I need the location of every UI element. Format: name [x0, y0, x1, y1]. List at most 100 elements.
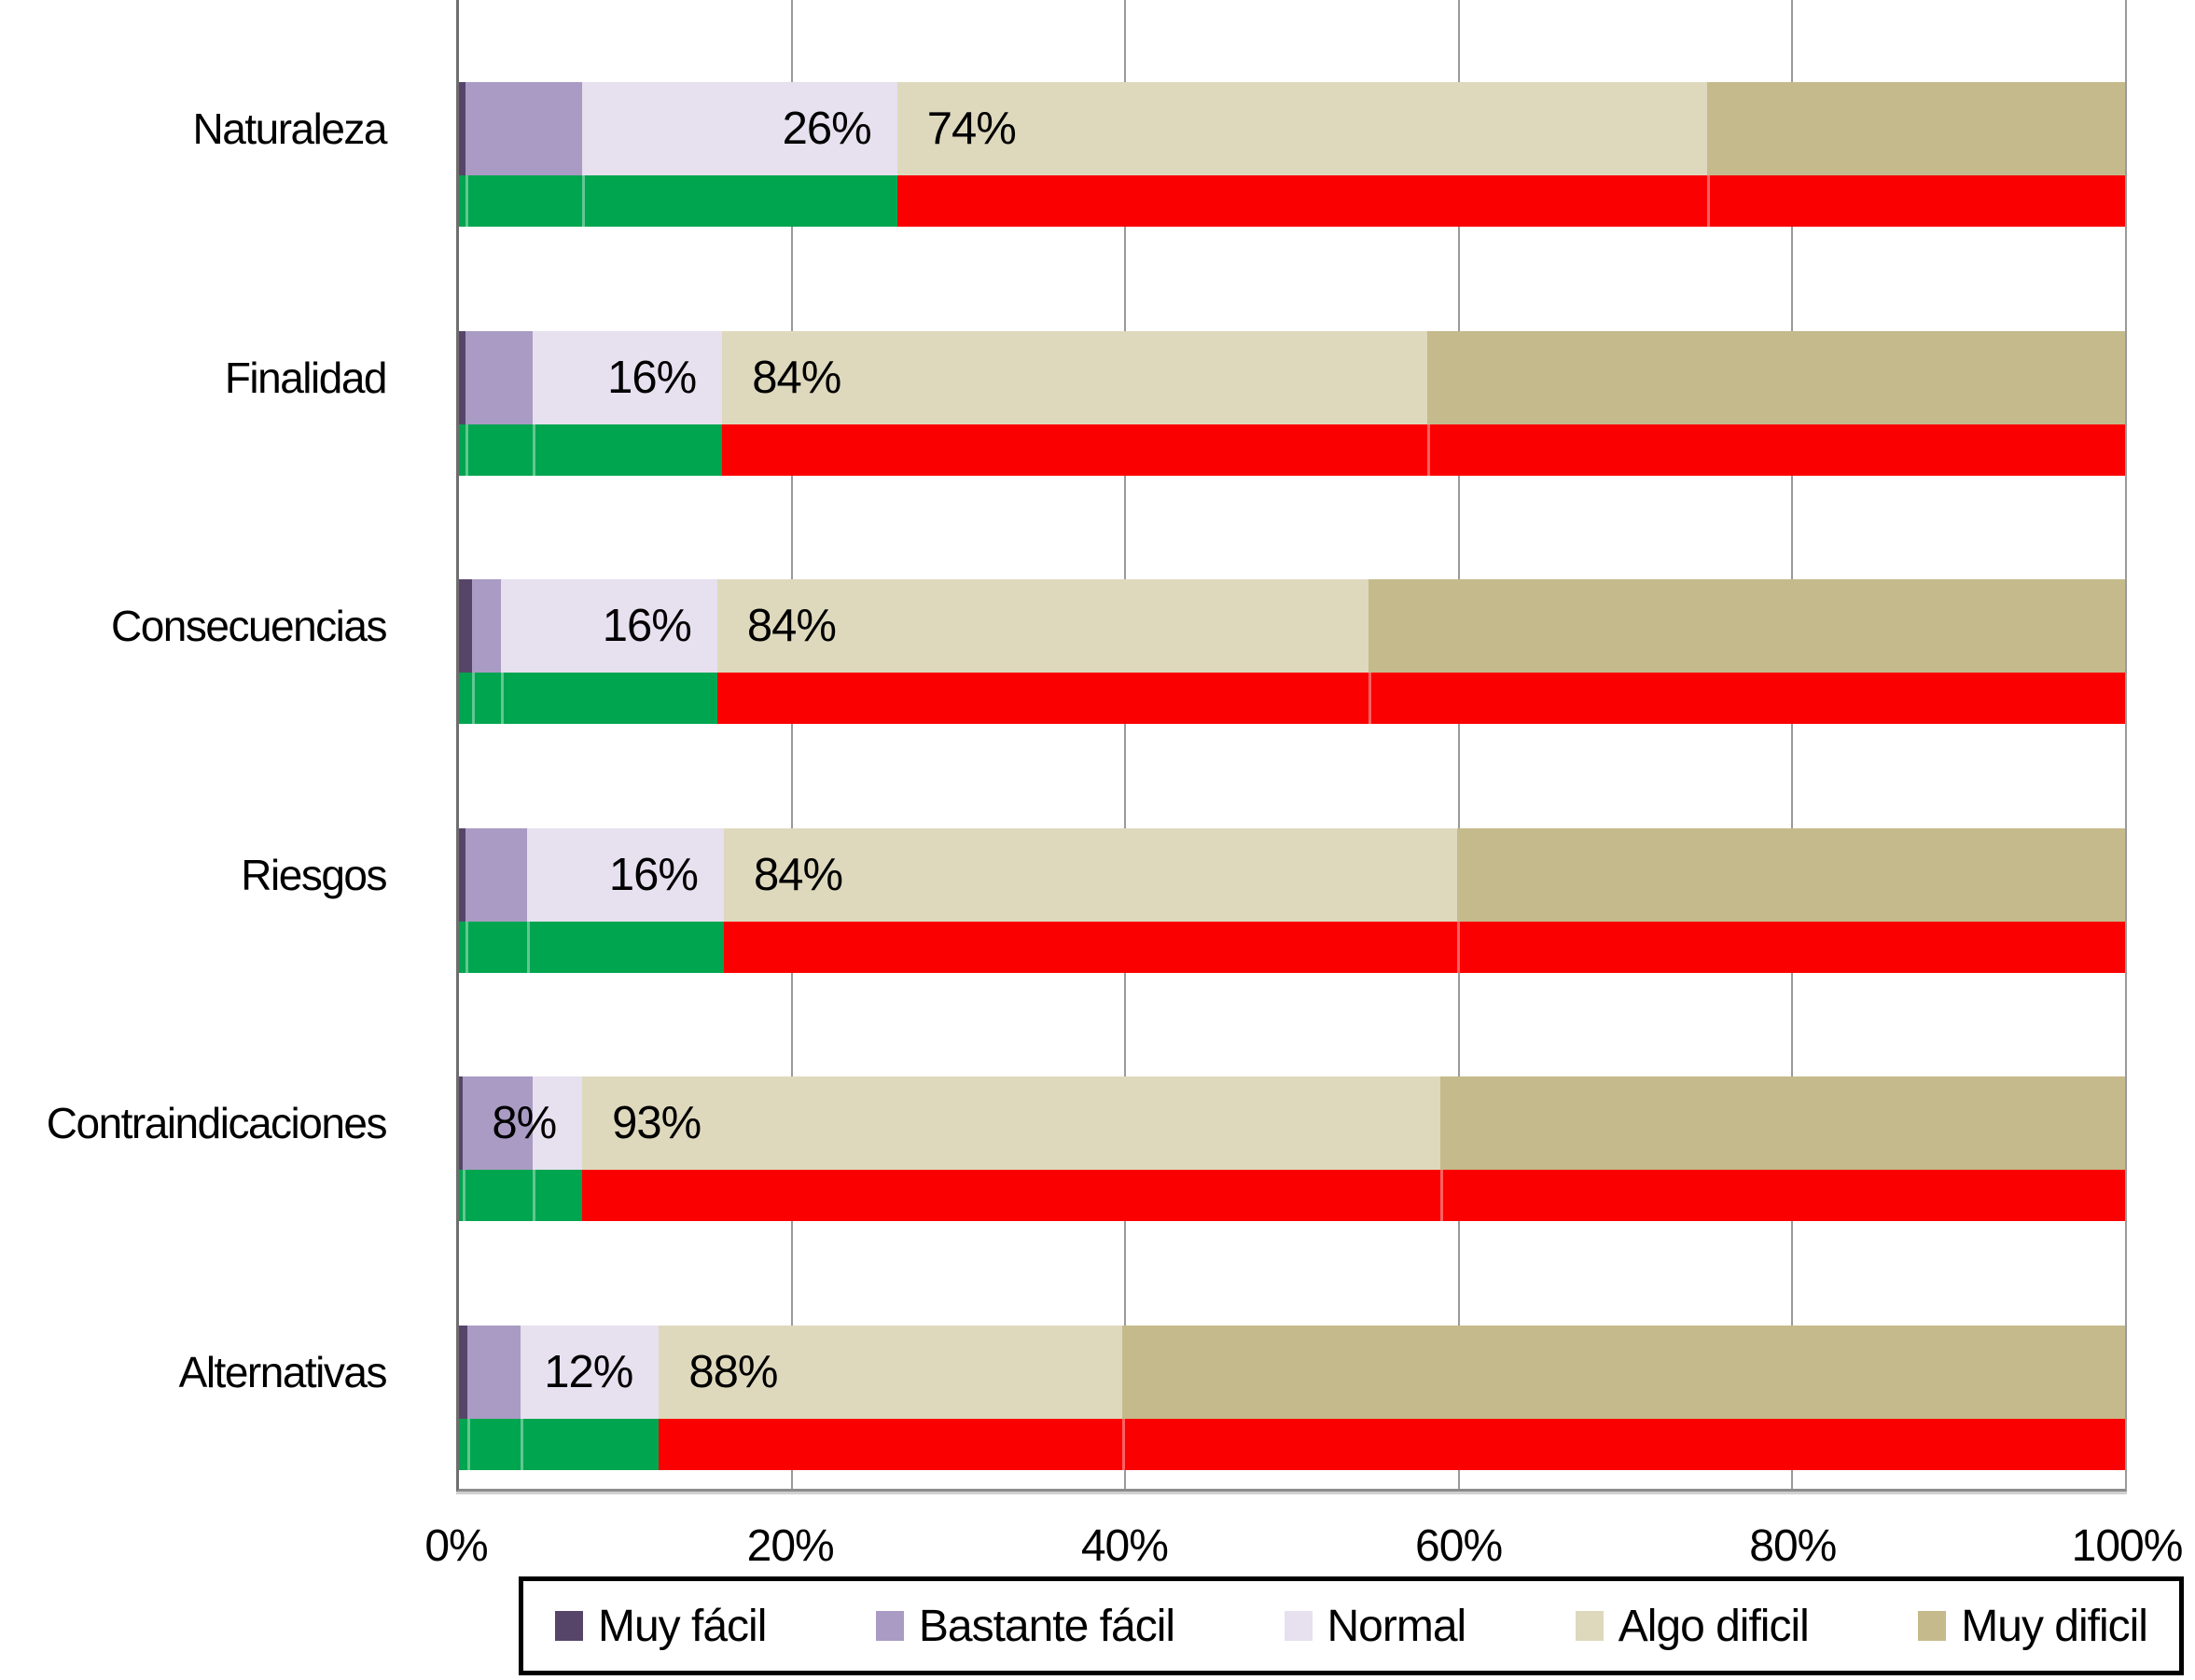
- category-label: Alternativas: [178, 1348, 388, 1396]
- segment-muy-fácil: [459, 579, 473, 673]
- segment-normal: [527, 828, 724, 922]
- stacked-bar: [459, 1076, 2125, 1170]
- segment-muy-fácil: [459, 82, 466, 175]
- legend-item: Bastante fácil: [875, 1601, 1175, 1652]
- legend-label: Bastante fácil: [918, 1601, 1175, 1651]
- difficult-percent-label: 84%: [746, 601, 837, 651]
- difficult-percent-label: 84%: [752, 353, 841, 403]
- easy-percent-label: 8%: [492, 1098, 557, 1148]
- legend-label: Normal: [1327, 1601, 1467, 1651]
- bar-row: 16% 84%: [459, 249, 2125, 497]
- x-tick: 40%: [1080, 1521, 1169, 1571]
- segment-muy-dificil: [1121, 1326, 2125, 1419]
- segment-algo-dificil: [582, 1076, 1440, 1170]
- segment-normal: [521, 1326, 660, 1419]
- summary-bar: [459, 673, 2125, 724]
- segment-normal: [532, 1076, 583, 1170]
- summary-green-segment: [500, 673, 717, 724]
- x-tick: 0%: [424, 1521, 488, 1571]
- category-label: Contraindicaciones: [46, 1099, 388, 1147]
- legend-label: Algo dificil: [1618, 1601, 1810, 1651]
- difficult-percent-label: 88%: [688, 1347, 778, 1397]
- legend: Muy fácil Bastante fácil Normal Algo difici…: [519, 1576, 2184, 1675]
- summary-red-segment: [896, 175, 1707, 227]
- bar-row: 16% 84%: [459, 497, 2125, 745]
- summary-green-segment: [465, 922, 528, 973]
- summary-green-segment: [532, 1170, 583, 1221]
- gridline: [1457, 0, 1460, 1489]
- category-label: Naturaleza: [192, 104, 388, 153]
- summary-red-segment: [1426, 424, 2125, 476]
- segment-algo-dificil: [716, 579, 1369, 673]
- stacked-bar: [459, 579, 2125, 673]
- bar-row: 26% 74%: [459, 0, 2125, 248]
- summary-green-segment: [462, 1170, 533, 1221]
- summary-red-segment: [1456, 922, 2125, 973]
- summary-red-segment: [716, 673, 1369, 724]
- plot-area: 26% 74% 16% 84% 16% 84% 16% 84% 8% 93% 12% 88%: [456, 0, 2127, 1492]
- segment-bastante-fácil: [465, 82, 583, 175]
- easy-percent-label: 16%: [602, 601, 692, 651]
- legend-item: Normal: [1284, 1601, 1467, 1652]
- summary-bar: [459, 1419, 2125, 1470]
- summary-bar: [459, 922, 2125, 973]
- segment-muy-fácil: [459, 1076, 463, 1170]
- summary-green-segment: [459, 1170, 463, 1221]
- segment-muy-fácil: [459, 1326, 467, 1419]
- summary-green-segment: [582, 175, 897, 227]
- summary-red-segment: [722, 424, 1427, 476]
- summary-bar: [459, 1170, 2125, 1221]
- difficult-percent-label: 93%: [612, 1098, 702, 1148]
- summary-green-segment: [459, 424, 466, 476]
- segment-muy-dificil: [1426, 331, 2125, 424]
- bar-row: 8% 93%: [459, 994, 2125, 1243]
- difficult-percent-label: 84%: [753, 850, 843, 900]
- legend-swatch-icon: [1575, 1611, 1604, 1641]
- summary-green-segment: [527, 922, 724, 973]
- legend-item: Muy fácil: [555, 1601, 767, 1652]
- easy-percent-label: 26%: [782, 104, 872, 154]
- segment-muy-dificil: [1368, 579, 2125, 673]
- segment-bastante-fácil: [466, 1326, 521, 1419]
- summary-green-segment: [521, 1419, 660, 1470]
- summary-green-segment: [459, 175, 466, 227]
- difficult-percent-label: 74%: [926, 104, 1017, 154]
- bar-row: 12% 88%: [459, 1243, 2125, 1492]
- summary-green-segment: [459, 922, 466, 973]
- gridline: [1124, 0, 1127, 1489]
- summary-green-segment: [472, 673, 501, 724]
- segment-algo-dificil: [722, 331, 1427, 424]
- segment-bastante-fácil: [465, 331, 533, 424]
- segment-algo-dificil: [896, 82, 1707, 175]
- legend-label: Muy dificil: [1961, 1601, 2148, 1651]
- easy-percent-label: 12%: [544, 1347, 633, 1397]
- legend-swatch-icon: [555, 1611, 583, 1641]
- easy-percent-label: 16%: [608, 850, 699, 900]
- segment-muy-dificil: [1439, 1076, 2125, 1170]
- x-tick: 100%: [2071, 1521, 2184, 1571]
- x-tick: 80%: [1749, 1521, 1837, 1571]
- summary-bar: [459, 175, 2125, 227]
- legend-item: Algo dificil: [1575, 1601, 1810, 1652]
- stacked-bar: [459, 1326, 2125, 1419]
- gridline: [791, 0, 794, 1489]
- gridline: [1790, 0, 1793, 1489]
- stacked-bar: [459, 828, 2125, 922]
- segment-muy-dificil: [1706, 82, 2125, 175]
- legend-swatch-icon: [1284, 1611, 1313, 1641]
- summary-red-segment: [659, 1419, 1122, 1470]
- category-label: Consecuencias: [110, 602, 388, 650]
- summary-red-segment: [1368, 673, 2125, 724]
- summary-red-segment: [1439, 1170, 2125, 1221]
- segment-muy-dificil: [1456, 828, 2125, 922]
- summary-green-segment: [459, 1419, 467, 1470]
- summary-red-segment: [1706, 175, 2125, 227]
- legend-label: Muy fácil: [598, 1601, 767, 1651]
- segment-bastante-fácil: [472, 579, 501, 673]
- bar-row: 16% 84%: [459, 746, 2125, 994]
- easy-percent-label: 16%: [607, 353, 697, 403]
- legend-item: Muy dificil: [1918, 1601, 2148, 1652]
- legend-swatch-icon: [1918, 1611, 1947, 1641]
- segment-normal: [500, 579, 717, 673]
- stacked-bar: [459, 82, 2125, 175]
